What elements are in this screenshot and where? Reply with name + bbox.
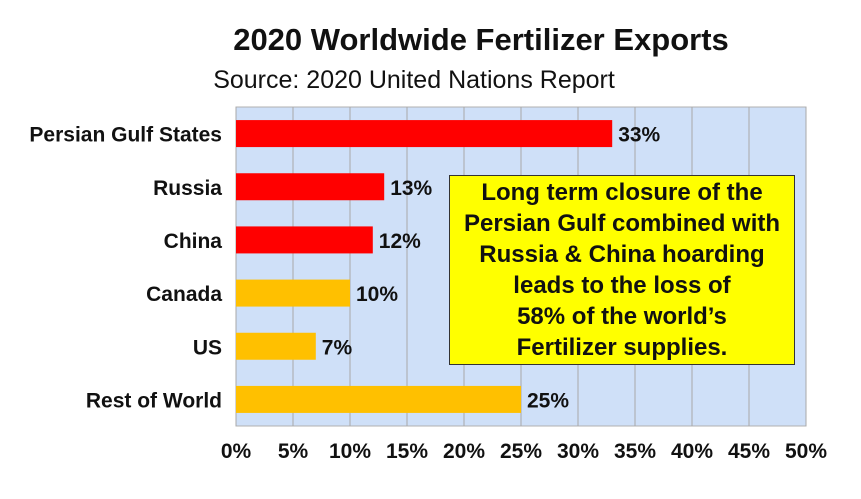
bar (236, 226, 373, 254)
x-tick-label: 50% (785, 440, 827, 463)
x-tick-label: 15% (386, 440, 428, 463)
data-label: 7% (322, 336, 353, 359)
labels: 0% 5% 10% 15% 20% 25% 30% 35% 40% 45% 50% Persian G… (29, 124, 827, 463)
chart-title: 2020 Worldwide Fertilizer Exports (233, 22, 729, 57)
data-label: 10% (356, 283, 398, 306)
category-label: US (193, 336, 222, 359)
x-tick-label: 0% (221, 440, 252, 463)
category-label: Russia (153, 177, 222, 200)
x-tick-label: 5% (278, 440, 309, 463)
bars (236, 120, 613, 413)
data-label: 33% (618, 124, 660, 147)
data-label: 25% (527, 389, 569, 412)
category-label: China (164, 230, 223, 253)
chart-subtitle: Source: 2020 United Nations Report (213, 66, 615, 94)
category-label: Rest of World (86, 389, 222, 412)
x-tick-label: 45% (728, 440, 770, 463)
x-tick-label: 40% (671, 440, 713, 463)
bar (236, 120, 613, 148)
x-tick-label: 30% (557, 440, 599, 463)
bar (236, 385, 521, 413)
bar (236, 173, 385, 201)
x-tick-label: 25% (500, 440, 542, 463)
x-tick-label: 35% (614, 440, 656, 463)
x-tick-label: 20% (443, 440, 485, 463)
category-label: Persian Gulf States (29, 124, 222, 147)
x-tick-label: 10% (329, 440, 371, 463)
annotation-callout: Long term closure of the Persian Gulf co… (449, 175, 795, 365)
data-label: 12% (379, 230, 421, 253)
bar (236, 279, 350, 307)
category-label: Canada (146, 283, 222, 306)
bar (236, 332, 316, 360)
data-label: 13% (390, 177, 432, 200)
grid-lines (235, 107, 807, 426)
